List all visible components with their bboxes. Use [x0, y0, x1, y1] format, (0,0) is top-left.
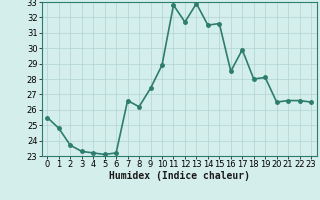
X-axis label: Humidex (Indice chaleur): Humidex (Indice chaleur)	[109, 171, 250, 181]
